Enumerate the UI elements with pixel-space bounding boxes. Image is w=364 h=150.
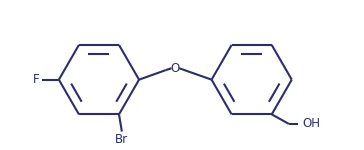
Text: O: O (171, 62, 180, 75)
Text: OH: OH (302, 117, 320, 130)
Text: Br: Br (115, 134, 128, 146)
Text: F: F (33, 73, 40, 86)
